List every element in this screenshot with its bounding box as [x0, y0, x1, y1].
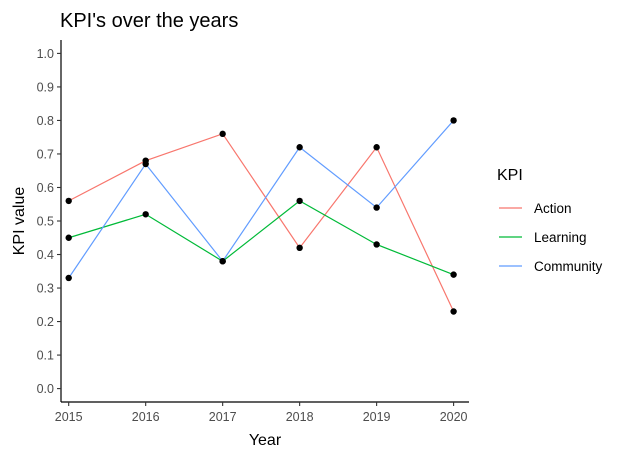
- series-lines: [68, 120, 455, 312]
- series-line-action: [68, 133, 455, 312]
- legend-items: Action Learning Community: [499, 201, 603, 274]
- chart-title: KPI's over the years: [60, 10, 238, 32]
- series-points: [65, 117, 457, 315]
- legend-item-action: Action: [499, 201, 572, 216]
- x-tick-label: 2020: [440, 410, 468, 424]
- y-axis-title: KPI value: [11, 187, 28, 256]
- y-tick-label: 1.0: [37, 47, 54, 61]
- x-axis-title: Year: [249, 432, 282, 449]
- legend-item-community: Community: [499, 259, 603, 274]
- legend-title: KPI: [497, 167, 523, 184]
- y-tick-label: 0.8: [37, 114, 54, 128]
- legend-item-learning: Learning: [499, 230, 587, 245]
- data-point-action: [219, 130, 226, 138]
- data-point-learning: [142, 211, 149, 218]
- legend-label: Action: [534, 201, 572, 216]
- data-point-community: [296, 144, 303, 151]
- data-point-community: [219, 258, 226, 265]
- data-point-learning: [450, 271, 457, 278]
- series-line-learning: [68, 200, 454, 276]
- data-point-action: [65, 197, 72, 205]
- y-tick-label: 0.3: [37, 282, 54, 296]
- data-point-action: [296, 244, 303, 252]
- legend-label: Learning: [534, 230, 587, 245]
- x-tick-label: 2018: [286, 410, 314, 424]
- x-tick-label: 2016: [132, 410, 160, 424]
- legend-label: Community: [534, 259, 603, 274]
- x-tick-label: 2019: [363, 410, 391, 424]
- legend: KPI Action Learning Community: [497, 167, 603, 274]
- x-tick-label: 2017: [209, 410, 237, 424]
- data-point-community: [450, 117, 457, 124]
- y-tick-label: 0.5: [37, 215, 54, 229]
- data-point-learning: [296, 197, 303, 205]
- x-ticks: 2015 2016 2017 2018 2019 2020: [55, 402, 468, 424]
- y-tick-label: 0.6: [37, 181, 54, 195]
- x-tick-label: 2015: [55, 410, 83, 424]
- y-ticks: 0.0 0.1 0.2 0.3 0.4 0.5 0.6 0.7 0.8 0.9 1.0: [37, 47, 61, 396]
- series-line-community: [68, 120, 455, 279]
- data-point-community: [65, 274, 72, 282]
- data-point-learning: [373, 241, 380, 248]
- y-tick-label: 0.0: [37, 382, 54, 396]
- data-point-community: [142, 160, 149, 168]
- y-tick-label: 0.4: [37, 248, 54, 262]
- y-tick-label: 0.2: [37, 315, 54, 329]
- data-point-action: [450, 308, 457, 315]
- data-point-learning: [65, 234, 72, 241]
- y-tick-label: 0.7: [37, 147, 54, 161]
- data-point-action: [373, 144, 380, 151]
- data-point-community: [373, 204, 380, 211]
- y-tick-label: 0.1: [37, 349, 54, 363]
- y-tick-label: 0.9: [37, 80, 54, 94]
